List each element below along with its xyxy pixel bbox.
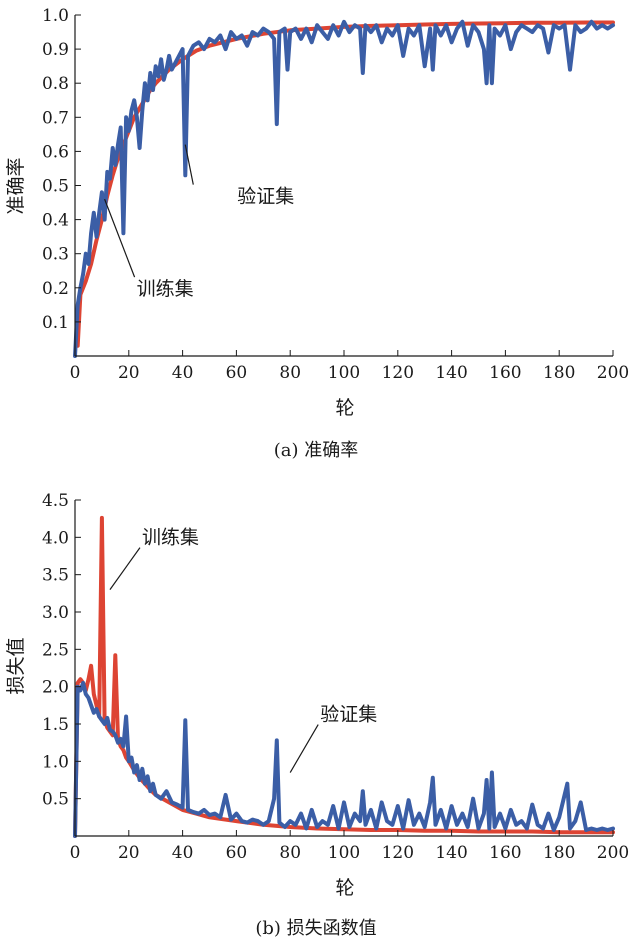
accuracy-x-tick-label: 40 — [172, 363, 194, 383]
accuracy-y-axis-label: 准确率 — [5, 157, 27, 214]
accuracy-x-axis-label: 轮 — [335, 397, 354, 419]
accuracy-x-tick-label: 180 — [543, 363, 575, 383]
loss-x-tick-label: 160 — [489, 843, 521, 863]
loss-x-tick-label: 0 — [70, 843, 81, 863]
accuracy-x-tick-label: 120 — [382, 363, 414, 383]
loss-y-tick-label: 2.0 — [42, 678, 69, 698]
accuracy-tick-layer: 0 20 40 60 80 100 120 140 160 180 200 0.1 0.2 0.3 0.4 0… — [42, 6, 629, 383]
accuracy-caption: (a) 准确率 — [274, 440, 359, 461]
accuracy-x-tick-label: 60 — [226, 363, 248, 383]
accuracy-y-tick-label: 0.1 — [42, 313, 69, 333]
accuracy-x-tick-label: 0 — [70, 363, 81, 383]
loss-tick-layer: 0 20 40 60 80 100 120 140 160 180 200 0.5 1.0 1.5 2.0 2… — [42, 491, 629, 863]
loss-y-tick-label: 3.5 — [42, 566, 69, 586]
loss-x-tick-label: 20 — [118, 843, 140, 863]
loss-annotation-train: 训练集 — [142, 527, 199, 549]
loss-x-tick-label: 140 — [435, 843, 467, 863]
accuracy-x-tick-label: 20 — [118, 363, 140, 383]
accuracy-y-tick-label: 0.6 — [42, 142, 69, 162]
loss-annotation-leader — [289, 724, 319, 773]
accuracy-x-tick-label: 80 — [279, 363, 301, 383]
loss-x-tick-label: 40 — [172, 843, 194, 863]
accuracy-series-layer — [73, 19, 615, 358]
loss-x-axis-label: 轮 — [335, 877, 354, 899]
loss-y-tick-label: 0.5 — [42, 790, 69, 810]
loss-validation-series-line — [73, 680, 615, 838]
accuracy-annotation-leader — [104, 198, 136, 278]
loss-x-tick-label: 60 — [226, 843, 248, 863]
accuracy-y-tick-label: 0.4 — [42, 211, 69, 231]
loss-axes-frame — [74, 500, 613, 837]
loss-caption: (b) 损失函数值 — [255, 918, 376, 939]
loss-y-tick-label: 1.5 — [42, 715, 69, 735]
accuracy-annotation-validation: 验证集 — [237, 186, 294, 208]
loss-x-tick-label: 200 — [597, 843, 629, 863]
accuracy-x-tick-label: 160 — [489, 363, 521, 383]
accuracy-x-tick-label: 200 — [597, 363, 629, 383]
loss-chart: 0 20 40 60 80 100 120 140 160 180 200 0.5 1.0 1.5 2.0 2… — [5, 491, 629, 939]
accuracy-x-tick-label: 140 — [435, 363, 467, 383]
loss-y-tick-label: 4.5 — [42, 491, 69, 511]
loss-x-tick-label: 120 — [382, 843, 414, 863]
accuracy-annotation-leader — [184, 144, 194, 185]
loss-x-tick-label: 100 — [328, 843, 360, 863]
accuracy-y-tick-label: 0.8 — [42, 74, 69, 94]
accuracy-y-tick-label: 0.9 — [42, 40, 69, 60]
loss-annotation-leader — [109, 547, 141, 590]
accuracy-y-tick-label: 0.3 — [42, 245, 69, 265]
accuracy-validation-series-line — [73, 19, 615, 358]
loss-annotation-validation: 验证集 — [320, 704, 377, 726]
loss-y-tick-label: 1.0 — [42, 752, 69, 772]
accuracy-y-tick-label: 0.2 — [42, 279, 69, 299]
loss-y-tick-label: 4.0 — [42, 528, 69, 548]
accuracy-annotation-train: 训练集 — [137, 278, 194, 300]
loss-y-tick-label: 2.5 — [42, 640, 69, 660]
loss-x-tick-label: 180 — [543, 843, 575, 863]
accuracy-y-tick-label: 1.0 — [42, 6, 69, 26]
loss-y-axis-label: 损失值 — [5, 637, 27, 694]
accuracy-y-tick-label: 0.7 — [42, 108, 69, 128]
accuracy-x-tick-label: 100 — [328, 363, 360, 383]
accuracy-y-tick-label: 0.5 — [42, 177, 69, 197]
loss-y-tick-label: 3.0 — [42, 603, 69, 623]
loss-series-layer — [73, 515, 615, 838]
loss-x-tick-label: 80 — [279, 843, 301, 863]
accuracy-chart: 0 20 40 60 80 100 120 140 160 180 200 0.1 0.2 0.3 0.4 0… — [5, 6, 629, 461]
